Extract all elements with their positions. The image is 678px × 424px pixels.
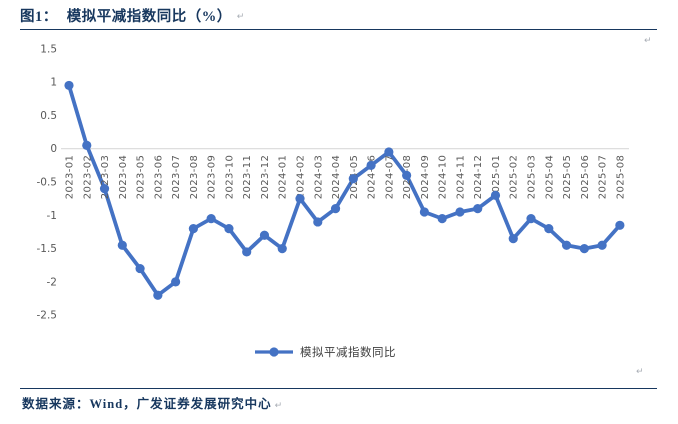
- x-axis-label: 2024-02: [296, 155, 307, 200]
- cell-return-mark-icon: ↵: [636, 367, 644, 377]
- x-axis-label: 2023-07: [171, 155, 182, 200]
- x-axis-label: 2023-06: [153, 155, 164, 200]
- data-point: [82, 140, 92, 150]
- x-axis-label: 2024-11: [455, 155, 466, 200]
- x-axis-label: 2023-08: [189, 155, 200, 200]
- data-point: [348, 174, 358, 184]
- data-point: [206, 214, 216, 224]
- x-axis-label: 2025-05: [562, 155, 573, 200]
- footer-divider: [20, 388, 657, 389]
- data-point: [277, 244, 287, 254]
- data-point: [171, 277, 181, 287]
- chart-legend: 模拟平减指数同比: [254, 345, 396, 359]
- data-point: [419, 207, 429, 217]
- data-point: [579, 244, 589, 254]
- x-axis-label: 2025-07: [598, 155, 609, 200]
- title-divider: [20, 29, 657, 30]
- data-point: [544, 224, 554, 234]
- x-axis-label: 2023-10: [224, 155, 235, 200]
- figure-title-text: 模拟平减指数同比（%）: [66, 9, 232, 25]
- data-point: [615, 220, 625, 230]
- cell-return-mark-icon: ↵: [644, 36, 652, 46]
- x-axis-label: 2025-08: [615, 155, 626, 200]
- x-axis-label: 2024-09: [420, 155, 431, 200]
- x-axis-label: 2024-07: [384, 155, 395, 200]
- x-axis-label: 2024-06: [367, 155, 378, 200]
- data-source: 数据来源：Wind，广发证券发展研究中心 ↵: [22, 393, 283, 412]
- x-axis-label: 2024-10: [438, 155, 449, 200]
- data-point: [561, 240, 572, 250]
- data-point: [508, 234, 518, 244]
- legend-marker-icon: [255, 347, 293, 357]
- data-point: [437, 214, 447, 224]
- x-axis-label: 2023-03: [100, 155, 111, 200]
- x-axis-label: 2024-12: [473, 155, 484, 200]
- x-axis-label: 2023-02: [82, 155, 93, 200]
- data-point: [455, 207, 465, 217]
- data-point: [99, 184, 110, 194]
- data-point: [64, 80, 74, 91]
- data-point: [402, 170, 412, 180]
- data-point: [295, 194, 305, 204]
- figure-label: 图1：: [20, 9, 58, 25]
- x-axis-label: 2025-04: [544, 155, 555, 200]
- x-axis-label: 2023-01: [65, 155, 76, 200]
- y-axis-label: -2.5: [37, 310, 58, 322]
- x-axis-label: 2023-05: [136, 155, 147, 200]
- x-axis-label: 2024-03: [313, 155, 324, 200]
- data-point: [259, 230, 270, 240]
- data-point: [366, 160, 376, 170]
- data-source-text: 数据来源：Wind，广发证券发展研究中心: [22, 397, 272, 411]
- figure-title: 图1： 模拟平减指数同比（%） ↵: [20, 5, 245, 26]
- y-axis-label: -0.5: [37, 177, 58, 189]
- data-point: [224, 224, 234, 234]
- data-point: [526, 214, 536, 224]
- data-point: [313, 217, 323, 227]
- legend-label: 模拟平减指数同比: [300, 347, 396, 359]
- y-axis-label: 0: [50, 143, 57, 155]
- data-point: [473, 204, 483, 214]
- y-axis-label: -1.5: [37, 243, 58, 255]
- x-axis-label: 2023-09: [207, 155, 218, 200]
- y-axis-label: -2: [47, 276, 57, 288]
- x-axis-label: 2023-12: [260, 155, 271, 200]
- y-axis-label: 1: [50, 77, 57, 89]
- x-axis-label: 2024-01: [278, 155, 289, 200]
- return-mark-icon: ↵: [274, 401, 284, 411]
- x-axis-label: 2025-03: [527, 155, 538, 200]
- y-axis-label: 1.5: [40, 43, 57, 55]
- data-point: [242, 247, 252, 257]
- data-point: [330, 204, 341, 214]
- data-point: [597, 240, 607, 250]
- x-axis-label: 2024-04: [331, 155, 342, 200]
- x-axis-label: 2025-06: [580, 155, 591, 200]
- data-point: [188, 224, 198, 234]
- data-point: [135, 263, 145, 274]
- x-axis-label: 2023-04: [118, 155, 129, 200]
- data-point: [117, 240, 127, 250]
- y-axis-label: 0.5: [40, 110, 57, 122]
- data-point: [153, 290, 163, 300]
- x-axis-label: 2025-01: [491, 155, 502, 200]
- x-axis-label: 2023-11: [242, 155, 253, 200]
- data-point: [384, 147, 394, 157]
- data-point: [490, 190, 501, 200]
- x-axis-label: 2025-02: [509, 155, 520, 200]
- y-axis-label: -1: [47, 210, 57, 222]
- return-mark-icon: ↵: [236, 12, 245, 22]
